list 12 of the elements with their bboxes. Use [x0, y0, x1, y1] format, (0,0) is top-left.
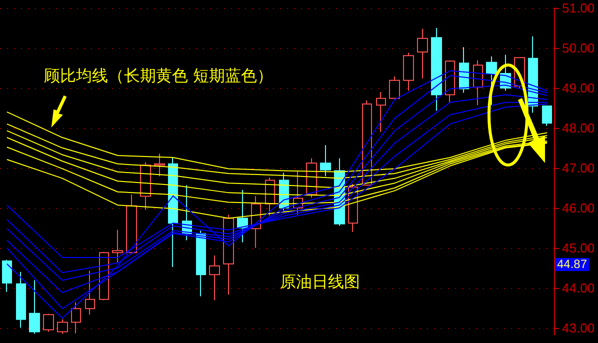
y-tick-label: 51.00	[562, 0, 595, 16]
annotation: 顾比均线（长期黄色 短期蓝色）	[44, 66, 274, 87]
text: 44.87	[555, 257, 590, 271]
y-tick-label: 43.00	[562, 320, 595, 336]
y-tick-label: 45.00	[562, 240, 595, 256]
y-tick-label: 49.00	[562, 80, 595, 96]
y-tick-label: 47.00	[562, 160, 595, 176]
y-tick-label: 46.00	[562, 200, 595, 216]
y-tick-label: 44.00	[562, 280, 595, 296]
y-tick-label: 48.00	[562, 120, 595, 136]
y-tick-label: 50.00	[562, 40, 595, 56]
annotation: 原油日线图	[280, 272, 360, 293]
